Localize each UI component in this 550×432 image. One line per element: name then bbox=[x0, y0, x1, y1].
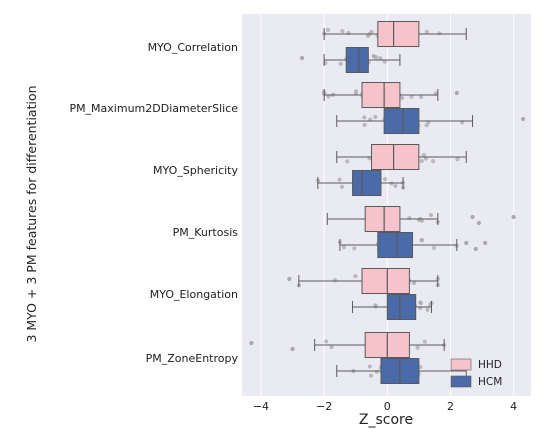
outlier-point bbox=[287, 276, 292, 282]
box-hcm bbox=[383, 108, 420, 134]
boxes bbox=[298, 21, 474, 384]
y-axis-label: 3 MYO + 3 PM features for differentiatio… bbox=[24, 85, 39, 342]
outlier-point bbox=[473, 246, 478, 252]
box-hhd bbox=[361, 268, 410, 294]
jitter-point bbox=[337, 177, 342, 182]
x-tick-label: −4 bbox=[253, 400, 269, 413]
jitter-point bbox=[419, 238, 424, 243]
box-hcm bbox=[345, 47, 369, 73]
box-hhd bbox=[377, 21, 420, 47]
outlier-point bbox=[464, 240, 469, 246]
jitter-point bbox=[372, 54, 377, 59]
jitter-point bbox=[382, 59, 387, 64]
jitter-point bbox=[411, 280, 417, 286]
jitter-point bbox=[369, 29, 374, 35]
jitter-point bbox=[373, 303, 378, 308]
x-axis-label: Z_score bbox=[359, 412, 413, 428]
legend-label-hcm: HCM bbox=[478, 376, 502, 388]
jitter-point bbox=[431, 245, 437, 251]
outlier-point bbox=[249, 340, 254, 346]
jitter-point bbox=[345, 159, 350, 164]
x-tick-labels: −4 −2 0 2 4 bbox=[253, 400, 517, 413]
outlier-point bbox=[483, 240, 488, 246]
jitter-point bbox=[393, 183, 398, 189]
category-label: MYO_Elongation bbox=[150, 288, 238, 301]
outlier-point bbox=[454, 90, 459, 96]
category-label: PM_Kurtosis bbox=[173, 226, 239, 239]
category-label: PM_Maximum2DDiameterSlice bbox=[69, 102, 238, 115]
jitter-point bbox=[425, 307, 430, 312]
jitter-point bbox=[415, 345, 420, 350]
jitter-point bbox=[428, 212, 434, 218]
jitter-point bbox=[433, 91, 438, 96]
jitter-point bbox=[409, 94, 414, 99]
jitter-point bbox=[362, 122, 367, 128]
jitter-point bbox=[419, 94, 424, 100]
jitter-point bbox=[455, 157, 460, 162]
jitter-point bbox=[325, 27, 331, 33]
jitter-point bbox=[424, 29, 429, 34]
box-hhd bbox=[361, 82, 401, 108]
jitter-point bbox=[368, 373, 374, 378]
box-hcm bbox=[352, 170, 382, 196]
jitter-point bbox=[362, 115, 367, 120]
jitter-point bbox=[407, 215, 412, 221]
box-hcm bbox=[386, 294, 417, 320]
category-labels: MYO_Correlation PM_Maximum2DDiameterSlice… bbox=[69, 41, 238, 365]
jitter-point bbox=[373, 114, 378, 119]
legend: HHD HCM bbox=[450, 358, 502, 388]
jitter-point bbox=[374, 369, 379, 374]
jitter-point bbox=[367, 364, 372, 369]
outlier-point bbox=[290, 346, 295, 352]
jitter-point bbox=[430, 159, 436, 164]
x-tick-label: 4 bbox=[510, 400, 517, 413]
jitter-point bbox=[339, 184, 345, 189]
jitter-point bbox=[422, 339, 427, 344]
jitter-point bbox=[421, 152, 426, 158]
x-tick-label: 2 bbox=[447, 400, 454, 413]
legend-swatch-hhd bbox=[450, 358, 472, 371]
legend-label-hhd: HHD bbox=[478, 359, 502, 371]
outlier-point bbox=[470, 214, 475, 220]
box-hhd bbox=[364, 206, 401, 232]
jitter-point bbox=[340, 29, 345, 34]
jitter-point bbox=[354, 89, 359, 94]
jitter-point bbox=[419, 158, 424, 164]
jitter-point bbox=[437, 31, 442, 36]
category-label: MYO_Sphericity bbox=[153, 164, 238, 177]
jitter-point bbox=[400, 95, 405, 101]
jitter-point bbox=[424, 123, 429, 128]
jitter-point bbox=[423, 156, 429, 161]
box-hhd bbox=[370, 144, 420, 170]
outlier-point bbox=[521, 116, 526, 122]
jitter-point bbox=[378, 56, 383, 61]
box-hcm bbox=[377, 232, 414, 258]
jitter-point bbox=[329, 345, 334, 350]
jitter-point bbox=[341, 245, 347, 250]
jitter-point bbox=[418, 301, 424, 306]
x-tick-label: 0 bbox=[384, 400, 391, 413]
category-label: MYO_Correlation bbox=[148, 41, 238, 54]
outlier-point bbox=[511, 214, 516, 220]
legend-swatch-hcm bbox=[450, 375, 472, 388]
jitter-point bbox=[324, 339, 329, 344]
jitter-point bbox=[383, 177, 388, 182]
jitter-point bbox=[353, 274, 358, 279]
jitter-point bbox=[338, 61, 343, 66]
x-tick-label: −2 bbox=[316, 400, 332, 413]
outlier-points bbox=[249, 55, 526, 352]
outlier-point bbox=[476, 220, 481, 226]
category-label: PM_ZoneEntropy bbox=[146, 352, 239, 365]
jitter-point bbox=[332, 278, 338, 283]
outlier-point bbox=[299, 55, 305, 61]
jitter-point bbox=[352, 246, 357, 251]
